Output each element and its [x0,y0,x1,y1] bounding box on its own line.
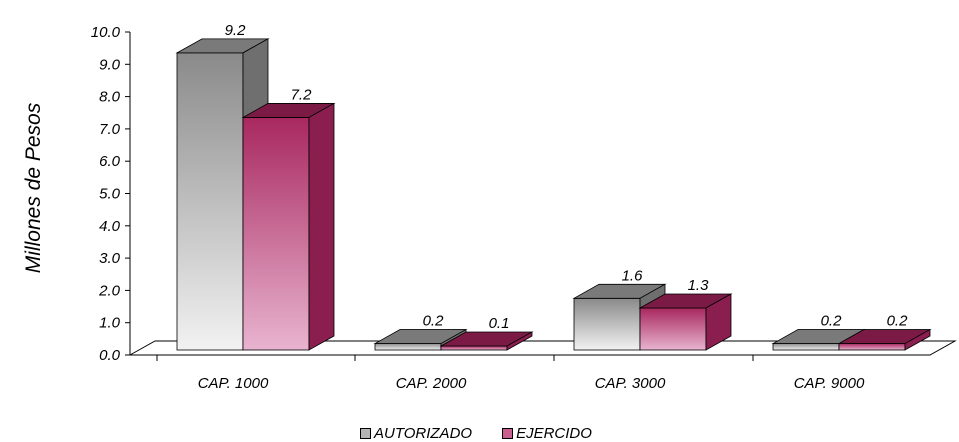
y-axis-label: Millones de Pesos [22,102,45,273]
bar-front [639,307,707,351]
floor-plane [128,340,957,356]
legend-swatch-autorizado [360,427,371,439]
bar-ejercido-4 [837,328,932,351]
x-tick-label: CAP. 2000 [396,375,467,392]
bar-autorizado-2 [373,328,468,351]
data-labels: CAP. 1000 CAP. 2000 CAP. 3000 CAP. 9000 9.2 7… [198,22,908,392]
legend-item-autorizado: AUTORIZADO [360,424,472,442]
bar-ejercido-3 [638,293,733,351]
data-label: 0.2 [423,313,445,330]
legend-label-ejercido: EJERCIDO [516,424,592,442]
legend-swatch-ejercido [502,427,514,439]
data-label: 9.2 [225,22,247,39]
x-tick-label: CAP. 9000 [794,375,865,392]
y-tick-label: 6.0 [99,153,121,170]
data-label: 1.3 [688,277,710,294]
y-tick-label: 8.0 [99,89,121,106]
data-label: 0.2 [887,313,909,330]
bar-front [772,343,840,351]
bar-front [440,345,508,351]
bar-front [374,343,442,351]
data-label: 0.1 [489,315,510,332]
bar-side [308,102,335,351]
y-tick-label: 0.0 [99,347,121,364]
data-label: 7.2 [291,86,313,103]
x-tick-label: CAP. 1000 [198,375,269,392]
y-tick-label: 4.0 [99,218,121,235]
data-label: 1.6 [622,267,644,284]
legend-label-autorizado: AUTORIZADO [374,424,473,442]
y-tick-label: 1.0 [99,315,121,332]
legend: AUTORIZADO EJERCIDO [360,424,592,442]
bar-front [242,117,310,351]
bar-front [176,52,244,351]
bar-side [705,293,732,351]
data-label: 0.2 [821,313,843,330]
bar-side [904,328,931,351]
y-tick-label: 10.0 [91,24,121,41]
y-tick-label: 9.0 [99,56,121,73]
legend-item-ejercido: EJERCIDO [502,424,592,442]
bar-front [573,297,641,351]
y-axis: 0.0 1.0 2.0 3.0 4.0 5.0 6.0 7.0 8.0 9.0 10.0 [91,24,754,364]
bar-ejercido-2 [439,331,534,351]
y-tick-label: 2.0 [98,282,121,299]
bars [175,38,932,351]
bar-side [506,331,533,351]
y-tick-label: 7.0 [99,121,121,138]
bar-front [838,343,906,351]
bar-ejercido-1 [241,102,336,351]
y-tick-label: 3.0 [99,250,121,267]
x-tick-label: CAP. 3000 [595,375,666,392]
chart-floor [128,340,957,356]
y-tick-label: 5.0 [99,186,121,203]
